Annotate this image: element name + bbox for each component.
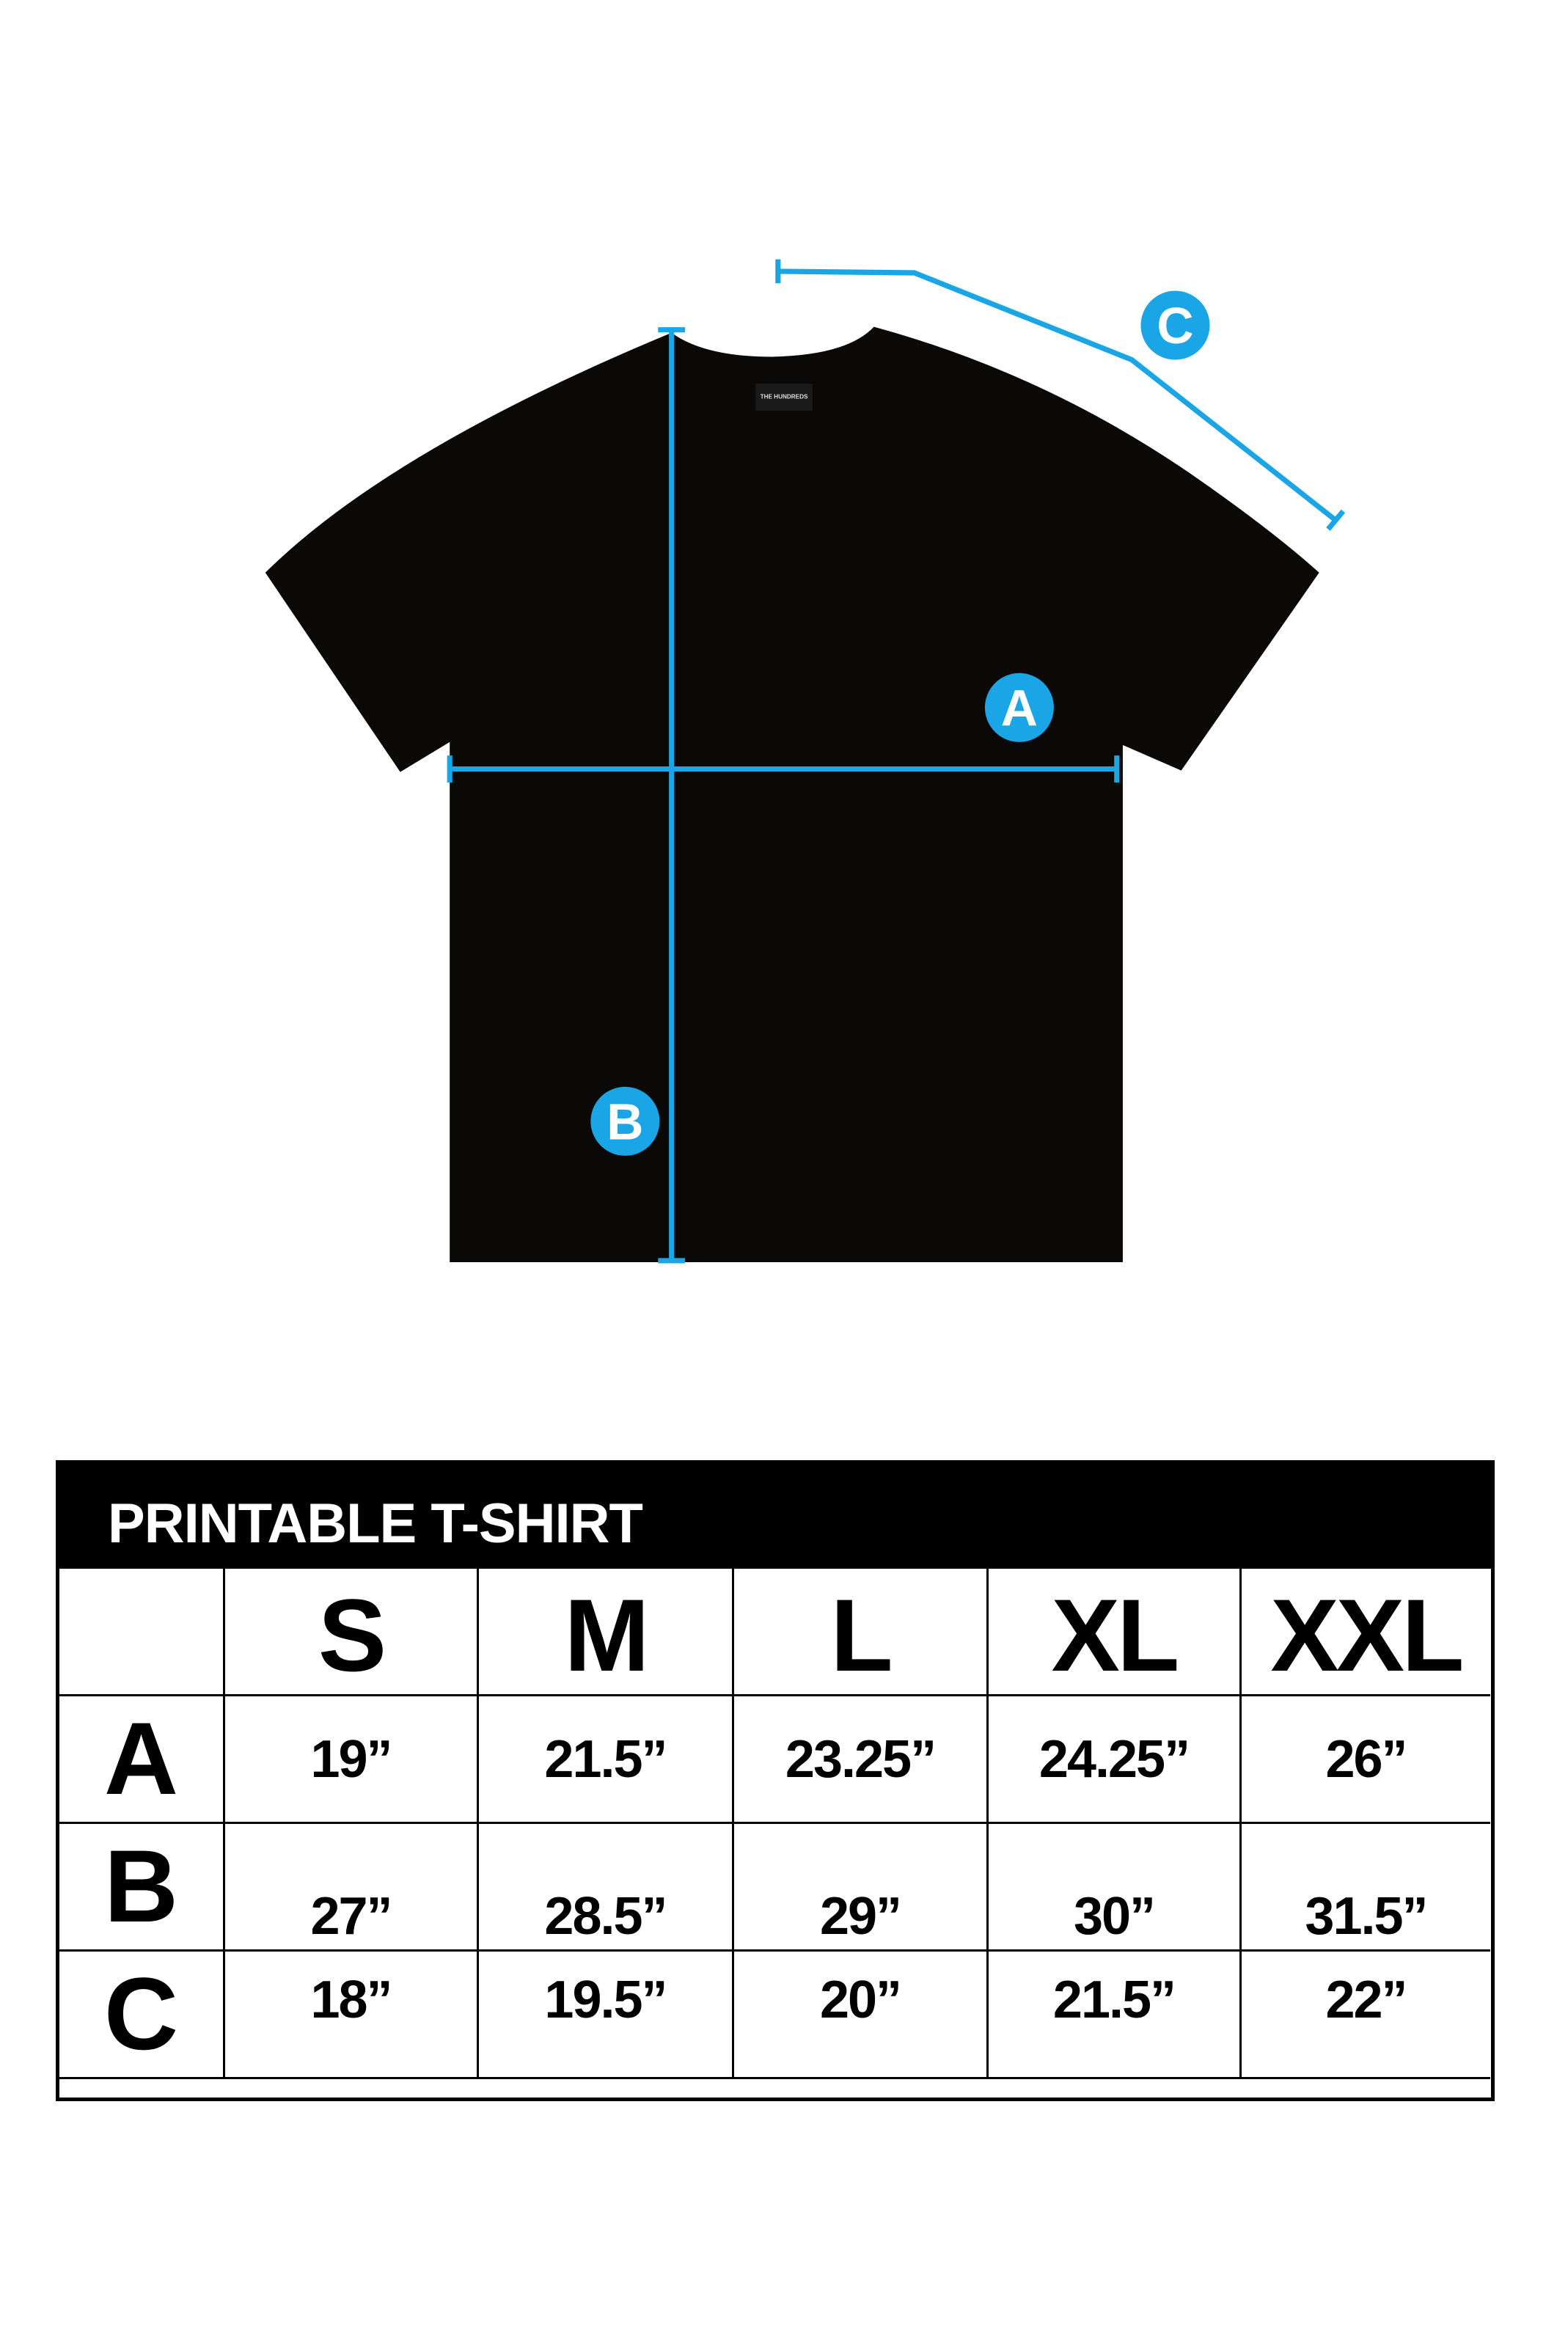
column-header-xl: XL (989, 1569, 1242, 1696)
table-cell: 29” (734, 1824, 989, 1952)
label-a: A (1001, 679, 1038, 736)
row-header-a: A (59, 1696, 225, 1824)
label-c-badge (1140, 290, 1210, 360)
row-header-c: C (59, 1952, 225, 2079)
table-cell: 20” (734, 1952, 989, 2079)
table-footer-strip (59, 2079, 1491, 2098)
table-cell: 26” (1242, 1696, 1490, 1824)
table-cell: 31.5” (1242, 1824, 1490, 1952)
label-b: B (607, 1093, 643, 1150)
neck-tag-text: THE HUNDREDS (761, 394, 808, 400)
table-cell: 19.5” (479, 1952, 734, 2079)
table-cell: 28.5” (479, 1824, 734, 1952)
tshirt-shape (265, 326, 1319, 1263)
table-header: PRINTABLE T-SHIRT (59, 1464, 1491, 1569)
table-cell: 27” (225, 1824, 479, 1952)
size-grid: S M L XL XXL A 19” 21.5” 23.25” 24.25” 2… (59, 1569, 1491, 2079)
column-header-l: L (734, 1569, 989, 1696)
column-header-m: M (479, 1569, 734, 1696)
table-cell: 22” (1242, 1952, 1490, 2079)
label-a-badge (984, 673, 1054, 742)
label-b-badge (590, 1086, 660, 1156)
column-header-xxl: XXL (1242, 1569, 1490, 1696)
table-title: PRINTABLE T-SHIRT (108, 1492, 643, 1555)
size-chart-table: PRINTABLE T-SHIRT S M L XL XXL A 19” 21.… (56, 1460, 1495, 2101)
row-header-b: B (59, 1824, 225, 1952)
table-cell: 18” (225, 1952, 479, 2079)
column-header-s: S (225, 1569, 479, 1696)
table-cell: 21.5” (479, 1696, 734, 1824)
table-cell: 24.25” (989, 1696, 1242, 1824)
table-cell: 19” (225, 1696, 479, 1824)
label-c: C (1157, 297, 1193, 354)
neck-tag (755, 384, 813, 411)
column-header-empty (59, 1569, 225, 1696)
table-cell: 21.5” (989, 1952, 1242, 2079)
table-cell: 30” (989, 1824, 1242, 1952)
measure-c-line (777, 268, 1338, 523)
table-cell: 23.25” (734, 1696, 989, 1824)
